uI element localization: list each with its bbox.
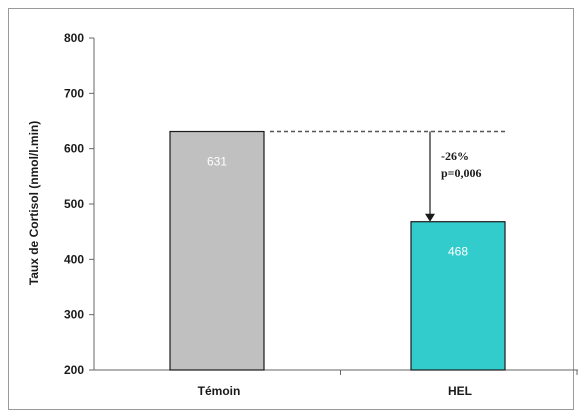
bars [169,130,506,371]
data-label-0: 631 [207,155,227,169]
difference-annotation: -26% p=0,006 [441,149,482,180]
bar-t-moin [169,130,265,371]
labels: 200 300 400 500 600 700 800 631 Témoin 468 HEL [64,31,472,398]
annotation-p-value: p=0,006 [441,166,482,180]
y-tick-label-600: 600 [64,142,84,156]
annotation-percent: -26% [441,149,469,163]
y-tick-label-700: 700 [64,86,84,100]
y-tick-label-200: 200 [64,363,84,377]
data-label-1: 468 [448,245,468,259]
arrow-head [425,213,435,222]
y-tick-label-300: 300 [64,308,84,322]
category-label-1: HEL [448,384,472,398]
category-label-0: Témoin [198,384,241,398]
y-axis-title: Taux de Cortisol (nmol/l.min) [27,121,41,285]
y-tick-label-800: 800 [64,31,84,45]
y-tick-label-400: 400 [64,252,84,266]
y-tick-label-500: 500 [64,197,84,211]
bar-hel [410,221,506,371]
